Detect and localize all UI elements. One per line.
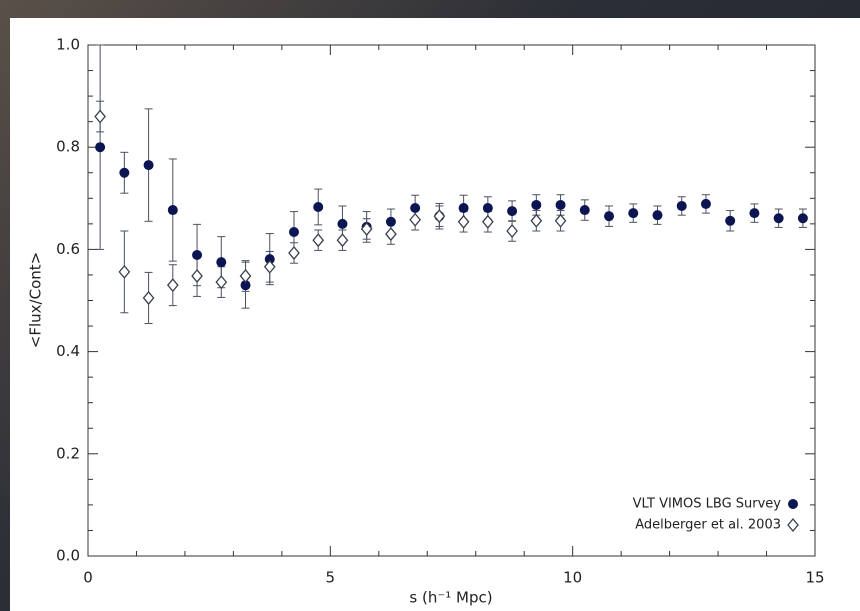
diamond-point — [263, 259, 276, 274]
y-axis-label: <Flux/Cont> — [27, 252, 45, 348]
filled-point — [192, 250, 203, 261]
filled-point — [240, 280, 251, 291]
filled-point — [604, 211, 615, 222]
legend-marker — [787, 517, 799, 533]
filled-point — [700, 198, 711, 209]
diamond-point — [336, 233, 349, 248]
filled-point — [482, 203, 493, 214]
diamond-point — [191, 268, 203, 283]
filled-point — [337, 218, 348, 229]
y-tick-label: 0.2 — [56, 444, 80, 462]
filled-point — [507, 206, 518, 217]
diamond-point — [482, 214, 494, 229]
diamond-point — [239, 268, 252, 283]
y-tick-label: 0.0 — [56, 547, 80, 565]
filled-point — [95, 142, 106, 153]
x-tick-label: 15 — [805, 569, 824, 587]
diamond-point — [385, 227, 397, 242]
y-tick-label: 0.8 — [56, 138, 80, 156]
filled-point — [143, 160, 154, 171]
filled-point — [531, 199, 542, 210]
filled-point — [167, 205, 178, 216]
y-tick-label: 0.6 — [56, 240, 80, 258]
filled-point — [216, 257, 227, 268]
diamond-point — [142, 290, 155, 305]
x-tick-label: 5 — [326, 569, 336, 587]
filled-point — [628, 208, 639, 219]
legend-label: VLT VIMOS LBG Survey — [633, 497, 782, 512]
diamond-point — [506, 223, 518, 239]
diamond-point — [312, 233, 325, 248]
diamond-point — [457, 214, 470, 229]
filled-point — [579, 205, 590, 216]
filled-point — [385, 216, 396, 227]
x-axis-label: s (h⁻¹ Mpc) — [409, 589, 492, 607]
diamond-point — [94, 109, 106, 124]
diamond-point — [118, 264, 131, 279]
filled-point — [555, 199, 566, 210]
diamond-point — [409, 212, 421, 227]
panel — [10, 18, 860, 611]
diamond-point — [360, 221, 373, 236]
filled-point — [119, 167, 130, 178]
x-tick-label: 0 — [83, 569, 93, 587]
diamond-point — [288, 245, 300, 260]
filled-point — [725, 215, 736, 226]
y-tick-label: 0.4 — [56, 342, 80, 360]
x-tick-label: 10 — [563, 569, 582, 587]
diamond-point — [433, 209, 446, 224]
filled-point — [676, 200, 687, 211]
diamond-point — [530, 213, 543, 228]
y-tick-label: 1.0 — [56, 36, 80, 54]
legend-label: Adelberger et al. 2003 — [635, 518, 781, 533]
legend-marker — [788, 499, 798, 509]
filled-point — [652, 210, 663, 221]
filled-point — [313, 201, 324, 212]
filled-point — [288, 227, 299, 238]
filled-point — [410, 203, 421, 214]
diamond-point — [166, 278, 179, 293]
filled-point — [797, 213, 808, 224]
filled-point — [749, 208, 760, 219]
filled-point — [773, 213, 784, 224]
filled-point — [264, 254, 275, 265]
diamond-point — [215, 275, 228, 290]
filled-point — [458, 203, 469, 214]
diamond-point — [554, 213, 567, 228]
